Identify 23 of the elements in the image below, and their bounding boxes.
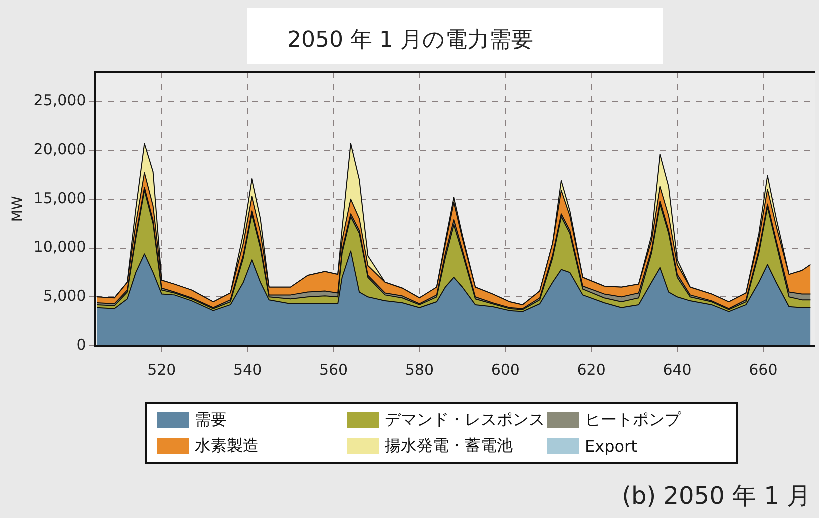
x-tick-label: 660 bbox=[749, 360, 778, 379]
y-tick-label: 10,000 bbox=[34, 238, 86, 256]
y-tick-label: 20,000 bbox=[34, 140, 86, 158]
legend-label: ヒートポンプ bbox=[585, 410, 681, 430]
legend-label: Export bbox=[585, 436, 638, 456]
legend-label: 揚水発電・蓄電池 bbox=[385, 436, 513, 456]
x-tick-label: 520 bbox=[148, 360, 176, 379]
x-tick-label: 580 bbox=[405, 360, 434, 379]
x-tick-label: 540 bbox=[234, 360, 262, 379]
y-axis-title: MW bbox=[10, 196, 26, 222]
legend-label: デマンド・レスポンス bbox=[385, 410, 545, 430]
chart-title: 2050 年 1 月の電力需要 bbox=[288, 28, 534, 53]
x-tick-label: 620 bbox=[577, 360, 606, 379]
legend-label: 水素製造 bbox=[195, 436, 259, 456]
text: (b) 2050 年 1 月 bbox=[622, 482, 811, 510]
y-tick-label: 15,000 bbox=[34, 189, 86, 208]
y-tick-label: 25,000 bbox=[34, 92, 86, 110]
x-tick-label: 640 bbox=[663, 360, 692, 379]
x-tick-label: 560 bbox=[319, 360, 348, 379]
y-tick-label: 0 bbox=[76, 336, 86, 354]
x-tick-label: 600 bbox=[491, 360, 520, 379]
y-tick-label: 5,000 bbox=[43, 287, 86, 306]
legend-label: 需要 bbox=[195, 410, 227, 430]
